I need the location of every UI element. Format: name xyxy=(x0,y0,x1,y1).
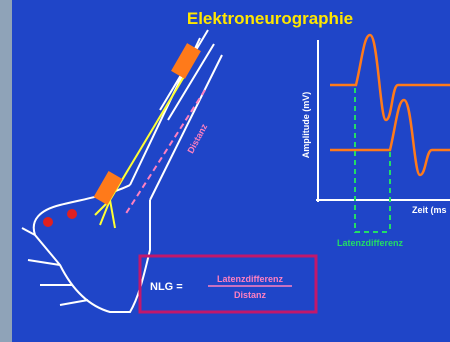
y-axis-label: Amplitude (mV) xyxy=(301,92,311,159)
title: Elektroneurographie xyxy=(187,9,353,28)
slide: Elektroneurographie Distanz Amplitude (m… xyxy=(0,0,450,342)
electrode-dot xyxy=(67,209,77,219)
latency-label: Latenzdifferenz xyxy=(337,238,404,248)
x-axis-label: Zeit (ms xyxy=(412,205,447,215)
formula-denominator: Distanz xyxy=(234,290,267,300)
left-border xyxy=(0,0,12,342)
formula-lhs: NLG = xyxy=(150,281,183,293)
formula-numerator: Latenzdifferenz xyxy=(217,274,284,284)
background xyxy=(0,0,450,342)
electrode-dot xyxy=(43,217,53,227)
